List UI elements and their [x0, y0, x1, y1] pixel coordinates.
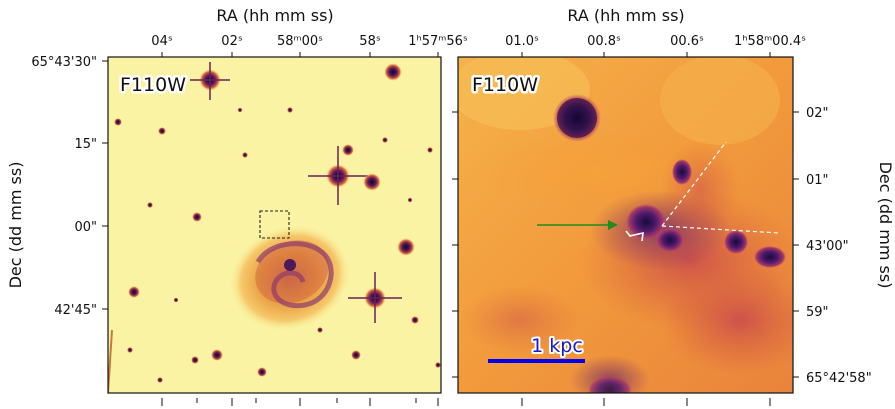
right-ra-tick-label: 00.6ˢ	[670, 34, 704, 49]
right-ra-tick-label: 01.0ˢ	[505, 34, 539, 49]
left-image-frame	[107, 56, 442, 394]
right-dec-tick-label: 01"	[806, 173, 829, 188]
right-panel: RA (hh mm ss) Dec (dd mm ss)	[452, 6, 895, 406]
right-image	[458, 57, 793, 393]
right-image-frame	[457, 56, 794, 394]
left-ra-tick-label: 58ˢ	[359, 34, 381, 49]
left-dec-tick-label: 42'45"	[54, 303, 97, 318]
left-dec-tick-label: 15"	[74, 137, 97, 152]
right-dec-ticks: 02" 01" 43'00" 59" 65°42'58"	[452, 106, 872, 386]
left-axis-title: Dec (dd mm ss)	[6, 162, 25, 289]
guide-line	[661, 141, 727, 227]
pointer-arrow-head	[608, 220, 618, 230]
zoom-region-box	[259, 210, 290, 239]
right-filter-label: F110W	[472, 74, 538, 96]
left-ra-tick-label: 1ʰ57ᵐ56ˢ	[408, 34, 468, 49]
scale-bar	[488, 359, 585, 363]
right-ra-tick-label: 1ʰ58ᵐ00.4ˢ	[734, 34, 806, 49]
left-dec-tick-label: 00"	[74, 220, 97, 235]
right-dec-tick-label: 02"	[806, 106, 829, 121]
left-filter-label: F110W	[120, 74, 186, 96]
left-ra-tick-label: 02ˢ	[221, 34, 243, 49]
right-axis-title: Dec (dd mm ss)	[876, 162, 895, 289]
right-ra-ticks: 01.0ˢ 00.8ˢ 00.6ˢ 1ʰ58ᵐ00.4ˢ	[505, 34, 806, 406]
guide-line	[661, 225, 780, 234]
right-dec-tick-label: 43'00"	[806, 239, 849, 254]
right-ra-tick-label: 00.8ˢ	[587, 34, 621, 49]
left-ra-tick-label: 58ᵐ00ˢ	[277, 34, 323, 49]
left-image	[108, 57, 441, 393]
left-top-axis-title: RA (hh mm ss)	[216, 6, 333, 25]
left-panel: RA (hh mm ss) Dec (dd mm ss)	[6, 6, 468, 406]
left-ra-ticks: 04ˢ 02ˢ 58ᵐ00ˢ 58ˢ 1ʰ57ᵐ56ˢ	[151, 34, 468, 406]
bracket-marker	[625, 230, 644, 242]
left-ra-tick-label: 04ˢ	[151, 34, 173, 49]
right-dec-tick-label: 65°42'58"	[806, 371, 872, 386]
left-dec-tick-label: 65°43'30"	[31, 55, 97, 70]
right-dec-tick-label: 59"	[806, 305, 829, 320]
scale-bar-label: 1 kpc	[531, 335, 583, 357]
left-dec-ticks: 65°43'30" 15" 00" 42'45"	[31, 55, 108, 318]
right-top-axis-title: RA (hh mm ss)	[567, 6, 684, 25]
